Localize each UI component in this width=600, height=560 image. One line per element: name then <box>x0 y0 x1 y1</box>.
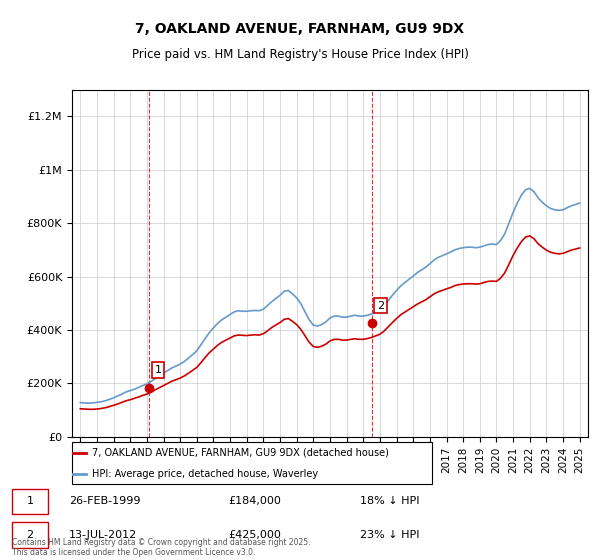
FancyBboxPatch shape <box>12 522 48 548</box>
Text: Contains HM Land Registry data © Crown copyright and database right 2025.
This d: Contains HM Land Registry data © Crown c… <box>12 538 311 557</box>
Text: 2: 2 <box>377 301 385 311</box>
Text: HPI: Average price, detached house, Waverley: HPI: Average price, detached house, Wave… <box>92 469 318 479</box>
Text: 23% ↓ HPI: 23% ↓ HPI <box>360 530 419 540</box>
Text: £425,000: £425,000 <box>228 530 281 540</box>
Text: 26-FEB-1999: 26-FEB-1999 <box>69 496 140 506</box>
Text: 1: 1 <box>154 365 161 375</box>
Text: 18% ↓ HPI: 18% ↓ HPI <box>360 496 419 506</box>
Text: Price paid vs. HM Land Registry's House Price Index (HPI): Price paid vs. HM Land Registry's House … <box>131 48 469 60</box>
Text: 13-JUL-2012: 13-JUL-2012 <box>69 530 137 540</box>
Text: 1: 1 <box>26 496 34 506</box>
Text: 7, OAKLAND AVENUE, FARNHAM, GU9 9DX: 7, OAKLAND AVENUE, FARNHAM, GU9 9DX <box>136 22 464 36</box>
Text: £184,000: £184,000 <box>228 496 281 506</box>
Text: 7, OAKLAND AVENUE, FARNHAM, GU9 9DX (detached house): 7, OAKLAND AVENUE, FARNHAM, GU9 9DX (det… <box>92 448 389 458</box>
FancyBboxPatch shape <box>12 488 48 514</box>
Text: 2: 2 <box>26 530 34 540</box>
FancyBboxPatch shape <box>72 442 432 484</box>
